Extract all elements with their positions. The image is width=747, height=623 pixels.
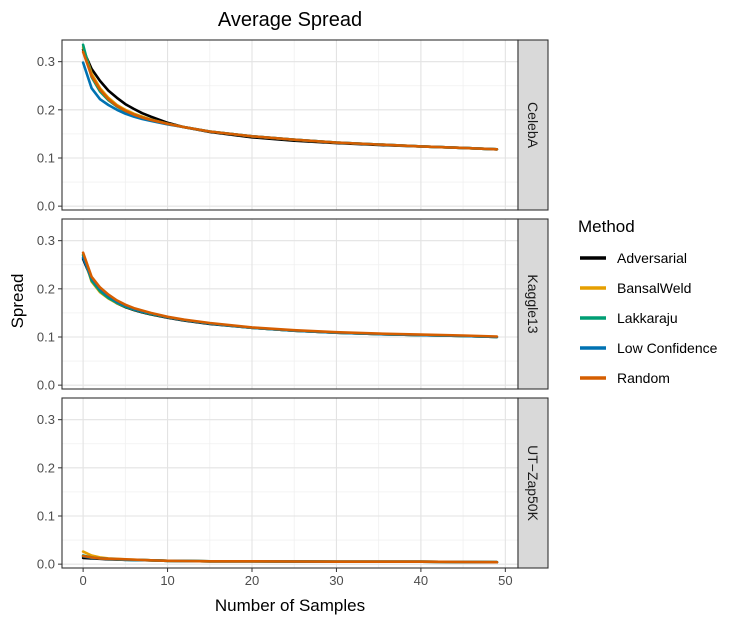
x-tick-label: 0 <box>79 573 86 588</box>
facet-celeba: 0.0 0.1 0.2 0.3 CelebA <box>37 39 549 214</box>
x-tick-label: 50 <box>498 573 512 588</box>
y-tick-label: 0.2 <box>37 460 55 475</box>
facet-strip <box>517 39 549 211</box>
x-tick-label: 40 <box>414 573 428 588</box>
y-tick-label: 0.3 <box>37 54 55 69</box>
y-tick-label: 0.3 <box>37 233 55 248</box>
panel-background <box>62 40 518 210</box>
facet-label: Kaggle13 <box>525 274 541 333</box>
series-line-random <box>81 554 499 564</box>
panel-background <box>62 219 518 389</box>
series-line-random <box>81 251 499 338</box>
y-tick-label: 0.0 <box>37 557 55 572</box>
y-axis-title: Spread <box>8 274 27 329</box>
legend-label-random: Random <box>617 370 670 386</box>
facet-kaggle13: 0.0 0.1 0.2 0.3 Kaggle13 <box>37 218 549 393</box>
x-axis-title: Number of Samples <box>215 596 365 615</box>
facet-strip <box>517 397 549 569</box>
facet-panels: 0.00.10.20.3CelebA0.00.10.20.3Kaggle130.… <box>37 39 549 588</box>
x-tick-label: 20 <box>245 573 259 588</box>
chart-title: Average Spread <box>218 9 362 31</box>
x-tick-label: 10 <box>160 573 174 588</box>
y-tick-label: 0.0 <box>37 199 55 214</box>
panel-background <box>62 398 518 568</box>
legend-label-adversarial: Adversarial <box>617 250 687 266</box>
facet-strip <box>517 218 549 390</box>
y-tick-label: 0.1 <box>37 508 55 523</box>
facet-label: UT−Zap50K <box>525 445 541 522</box>
y-tick-label: 0.2 <box>37 281 55 296</box>
y-tick-label: 0.1 <box>37 150 55 165</box>
y-tick-label: 0.2 <box>37 102 55 117</box>
legend-label-low-confidence: Low Confidence <box>617 340 718 356</box>
legend-label-lakkaraju: Lakkaraju <box>617 310 678 326</box>
facet-ut-zap50k: 0.0 0.1 0.2 0.3 UT−Zap50K 0 10 20 30 40 50 <box>37 397 549 588</box>
legend: Method Adversarial BansalWeld Lakkaraju Low… <box>578 217 718 386</box>
legend-label-bansalweld: BansalWeld <box>617 280 691 296</box>
facet-label: CelebA <box>525 102 541 149</box>
y-tick-label: 0.0 <box>37 378 55 393</box>
y-tick-label: 0.1 <box>37 329 55 344</box>
x-tick-label: 30 <box>329 573 343 588</box>
legend-title: Method <box>578 217 635 236</box>
series-line-random <box>81 50 499 151</box>
y-tick-label: 0.3 <box>37 412 55 427</box>
